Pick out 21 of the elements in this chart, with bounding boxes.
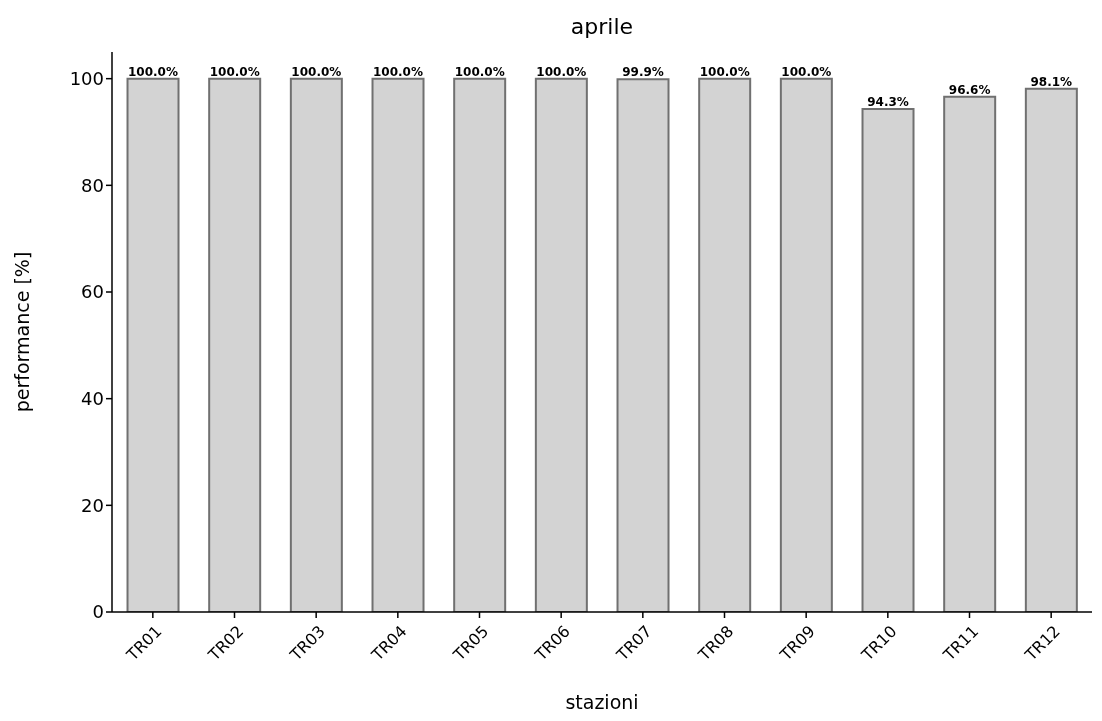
y-tick-label: 40	[81, 388, 104, 410]
data-label: 100.0%	[781, 64, 832, 79]
data-label: 96.6%	[948, 82, 991, 97]
y-tick-label: 0	[92, 601, 104, 623]
data-label: 99.9%	[622, 65, 664, 80]
data-label: 100.0%	[373, 64, 424, 79]
data-label: 100.0%	[699, 64, 750, 79]
data-label: 100.0%	[454, 64, 505, 79]
y-tick-label: 100	[69, 68, 104, 90]
y-tick-label: 80	[81, 174, 104, 196]
y-tick-label: 20	[81, 494, 104, 516]
data-label: 100.0%	[209, 64, 260, 79]
data-label: 98.1%	[1030, 74, 1073, 89]
data-label: 100.0%	[128, 64, 179, 79]
data-label: 94.3%	[867, 95, 909, 110]
data-label: 100.0%	[536, 64, 587, 79]
y-tick-label: 60	[81, 281, 104, 303]
data-label: 100.0%	[291, 64, 342, 79]
x-axis-title: stazioni	[565, 691, 639, 713]
y-axis-title: performance [%]	[10, 251, 33, 413]
chart-title: aprile	[569, 14, 635, 39]
